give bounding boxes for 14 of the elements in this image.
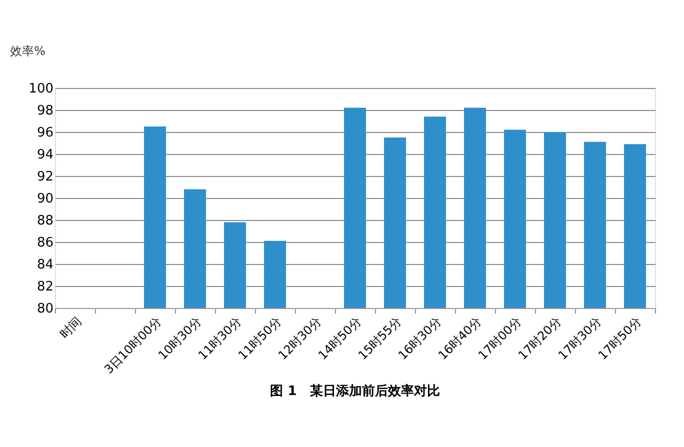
y-tick-label: 100: [28, 82, 54, 96]
text: 图 1 某日添加前后效率对比: [270, 383, 440, 400]
y-tick-label: 88: [36, 214, 54, 228]
x-tick-label: 时间: [57, 314, 84, 341]
y-tick-label: 94: [36, 148, 54, 162]
y-tick-label: 86: [36, 236, 54, 250]
y-axis-title: 效率%: [10, 44, 46, 58]
y-tick-label: 96: [36, 126, 54, 140]
y-tick-label: 84: [36, 258, 54, 272]
y-tick-label: 92: [36, 170, 54, 184]
y-tick-label: 98: [36, 104, 54, 118]
y-tick-label: 90: [36, 192, 54, 206]
y-tick-label: 82: [36, 280, 54, 294]
y-tick-label: 80: [36, 302, 54, 316]
